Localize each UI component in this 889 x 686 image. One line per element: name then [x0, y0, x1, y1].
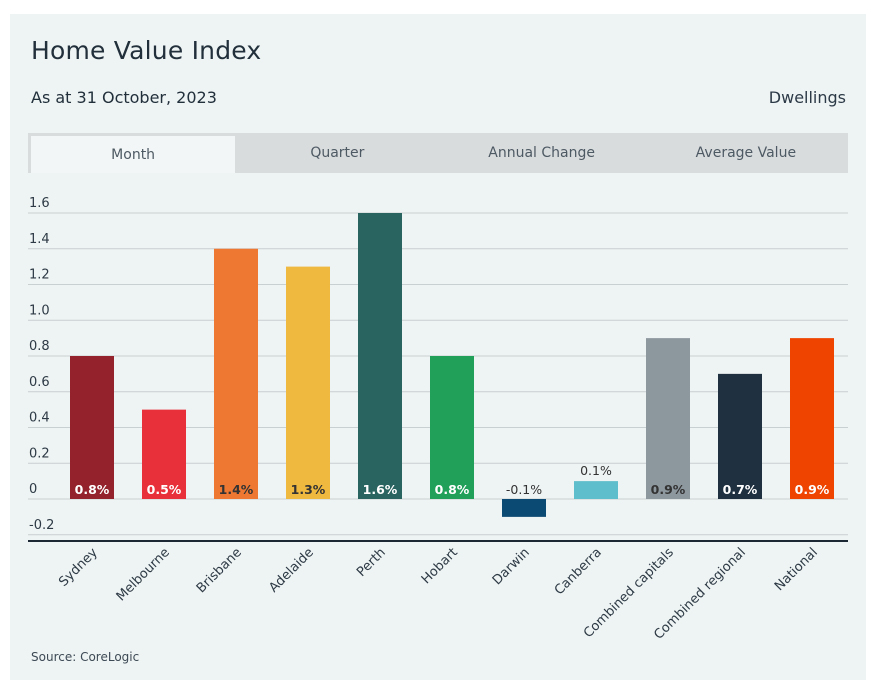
y-tick-label: 0 — [29, 482, 37, 497]
bar — [718, 373, 762, 499]
bar — [790, 338, 834, 499]
page-title: Home Value Index — [31, 36, 262, 65]
bar — [574, 481, 618, 499]
bar — [502, 499, 546, 517]
y-tick-label: -0.2 — [29, 518, 54, 533]
x-tick-label: National — [772, 545, 821, 594]
source-note: Source: CoreLogic — [31, 650, 140, 664]
y-tick-label: 1.4 — [29, 232, 50, 247]
y-tick-label: 1.0 — [29, 303, 50, 318]
y-tick-label: 1.2 — [29, 268, 50, 283]
y-tick-label: 0.2 — [29, 446, 50, 461]
x-tick-label: Brisbane — [194, 545, 245, 596]
y-tick-label: 0.6 — [29, 375, 50, 390]
x-tick-label: Darwin — [490, 545, 533, 588]
tab-month[interactable]: Month — [31, 136, 236, 173]
bar — [358, 213, 402, 499]
bar — [70, 356, 114, 499]
data-label: 0.1% — [580, 463, 612, 478]
category-label: Dwellings — [768, 88, 846, 107]
data-label: 0.8% — [75, 482, 110, 497]
data-label: -0.1% — [506, 482, 542, 497]
data-label: 0.8% — [435, 482, 470, 497]
x-tick-label: Perth — [354, 545, 389, 580]
data-label: 0.9% — [795, 482, 830, 497]
bar — [286, 266, 330, 499]
tab-annual-change[interactable]: Annual Change — [488, 145, 595, 161]
y-tick-label: 1.6 — [29, 196, 50, 211]
tab-average-value[interactable]: Average Value — [695, 145, 797, 161]
x-tick-label: Melbourne — [114, 545, 173, 604]
data-label: 0.7% — [723, 482, 758, 497]
x-tick-label: Canberra — [552, 545, 605, 598]
data-label: 1.6% — [363, 482, 398, 497]
data-label: 1.4% — [219, 482, 254, 497]
bar — [142, 409, 186, 499]
chart-card — [10, 14, 866, 680]
x-tick-label: Sydney — [56, 545, 101, 590]
date-subtitle: As at 31 October, 2023 — [31, 88, 217, 107]
tab-quarter[interactable]: Quarter — [310, 145, 365, 161]
bar — [430, 356, 474, 499]
tab-bar: Month Quarter Annual Change Average Valu… — [28, 133, 848, 173]
y-tick-label: 0.4 — [29, 411, 50, 426]
data-label: 1.3% — [291, 482, 326, 497]
y-tick-label: 0.8 — [29, 339, 50, 354]
x-tick-label: Adelaide — [266, 545, 316, 595]
data-label: 0.5% — [147, 482, 182, 497]
bar — [646, 338, 690, 499]
bar — [214, 248, 258, 499]
x-tick-label: Hobart — [419, 545, 461, 587]
data-label: 0.9% — [651, 482, 686, 497]
